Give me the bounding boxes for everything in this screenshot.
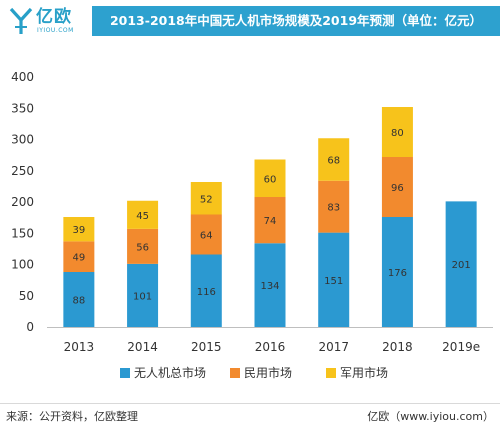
data-label: 56 [136,242,149,253]
title-bar: 2013-2018年中国无人机市场规模及2019年预测（单位：亿元） [92,6,500,36]
data-label: 134 [260,281,279,292]
legend-label: 无人机总市场 [134,365,206,380]
iyiou-logo-icon [9,7,33,34]
bar-civil [381,157,413,217]
data-label: 96 [391,183,404,194]
y-tick-label: 350 [11,101,34,115]
legend-swatch [120,368,130,378]
bar-military [63,217,95,242]
data-label: 80 [391,128,404,139]
data-label: 88 [72,296,85,307]
bar-military [381,107,413,157]
data-label: 74 [264,216,277,227]
x-tick-label: 2015 [191,340,222,354]
bar-military [254,159,286,197]
bar-military [127,200,159,229]
legend-swatch [230,368,240,378]
x-tick-label: 2016 [255,340,286,354]
data-label: 68 [327,156,340,167]
data-label: 45 [136,211,149,222]
x-tick-label: 2019e [442,340,480,354]
bar-total [445,201,477,327]
bar-total [127,263,159,327]
data-label: 83 [327,203,340,214]
data-label: 49 [72,253,85,264]
bar-total [381,217,413,327]
bar-civil [127,228,159,264]
credit-note: 亿欧（www.iyiou.com） [367,410,494,423]
data-label: 201 [452,260,471,271]
bar-total [318,232,350,327]
chart-title: 2013-2018年中国无人机市场规模及2019年预测（单位：亿元） [109,13,483,28]
x-tick-label: 2014 [127,340,158,354]
data-label: 64 [200,231,213,242]
y-tick-label: 200 [11,195,34,209]
data-label: 151 [324,276,343,287]
footer-divider [0,403,500,404]
logo-subtext: IYIOU.COM [37,27,74,34]
data-label: 52 [200,194,213,205]
y-tick-label: 50 [19,289,34,303]
data-label: 116 [197,287,216,298]
data-label: 176 [388,268,407,279]
y-tick-label: 400 [11,70,34,84]
data-label: 39 [72,225,85,236]
data-label: 101 [133,291,152,302]
bar-civil [254,197,286,244]
bar-total [190,254,222,327]
bar-military [318,138,350,181]
stacked-bar-chart: 0 50 100 150 200 250 300 350 400 88 49 39 2013 101 56 4… [11,70,493,380]
bar-civil [318,180,350,233]
x-tick-label: 2018 [382,340,413,354]
data-label: 60 [264,174,277,185]
bar-military [190,182,222,215]
y-tick-label: 100 [11,258,34,272]
header: 亿欧 IYIOU.COM 2013-2018年中国无人机市场规模及2019年预测… [0,0,500,44]
y-tick-label: 250 [11,164,34,178]
y-tick-label: 0 [26,320,34,334]
legend-label: 军用市场 [340,365,388,380]
x-tick-label: 2017 [318,340,349,354]
x-tick-label: 2013 [64,340,95,354]
source-note: 来源：公开资料，亿欧整理 [6,410,138,423]
legend-label: 民用市场 [244,365,292,380]
logo-text: 亿欧 [36,7,72,27]
y-tick-label: 300 [11,133,34,147]
bar-civil [63,241,95,272]
legend-swatch [326,368,336,378]
bar-total [254,243,286,327]
bar-total [63,272,95,327]
y-tick-label: 150 [11,226,34,240]
bar-civil [190,214,222,255]
